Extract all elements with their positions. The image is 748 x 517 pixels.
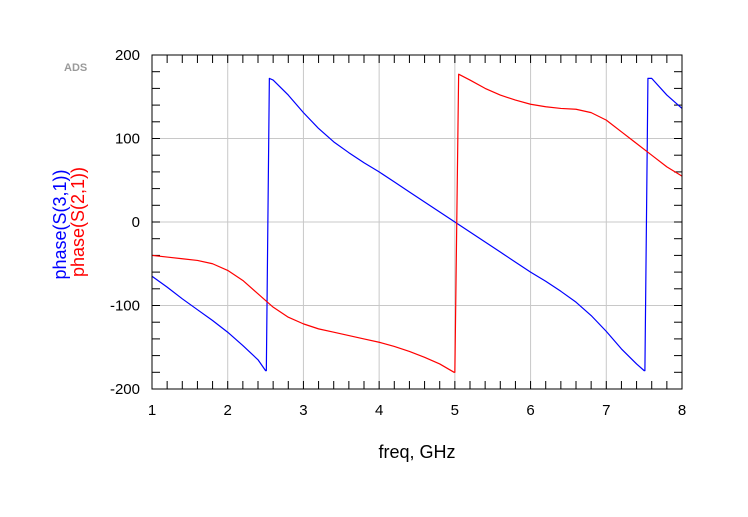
series-line-s21 xyxy=(151,73,683,373)
y-tick-label: 100 xyxy=(115,131,140,148)
y-tick-label: 200 xyxy=(115,47,140,64)
x-tick-label: 1 xyxy=(148,402,156,419)
x-axis-title: freq, GHz xyxy=(378,442,455,462)
series-line-s31 xyxy=(151,77,683,372)
y-tick-label: -100 xyxy=(110,298,140,315)
y-tick-label: 0 xyxy=(132,214,140,231)
series-layer xyxy=(151,73,683,373)
x-tick-label: 7 xyxy=(602,402,610,419)
y-axis-title: phase(S(3,1)) phase(S(2,1)) xyxy=(50,164,88,279)
x-tick-label: 2 xyxy=(224,402,232,419)
plot-frame xyxy=(151,54,683,390)
y-axis-title-group: phase(S(3,1)) phase(S(2,1)) xyxy=(50,164,88,280)
tick-labels: 1 2 3 4 5 6 7 8 -200 -100 0 100 200 xyxy=(110,47,686,419)
ads-watermark: ADS xyxy=(64,62,87,74)
y-axis-label-s21: phase(S(2,1)) xyxy=(68,167,88,277)
grid xyxy=(152,55,682,389)
x-tick-label: 6 xyxy=(526,402,534,419)
x-tick-label: 3 xyxy=(299,402,307,419)
minor-ticks xyxy=(152,55,682,389)
x-tick-label: 8 xyxy=(678,402,686,419)
x-tick-label: 5 xyxy=(451,402,459,419)
y-axis-label-s31: phase(S(3,1)) xyxy=(50,169,70,279)
y-tick-label: -200 xyxy=(110,381,140,398)
x-tick-label: 4 xyxy=(375,402,383,419)
